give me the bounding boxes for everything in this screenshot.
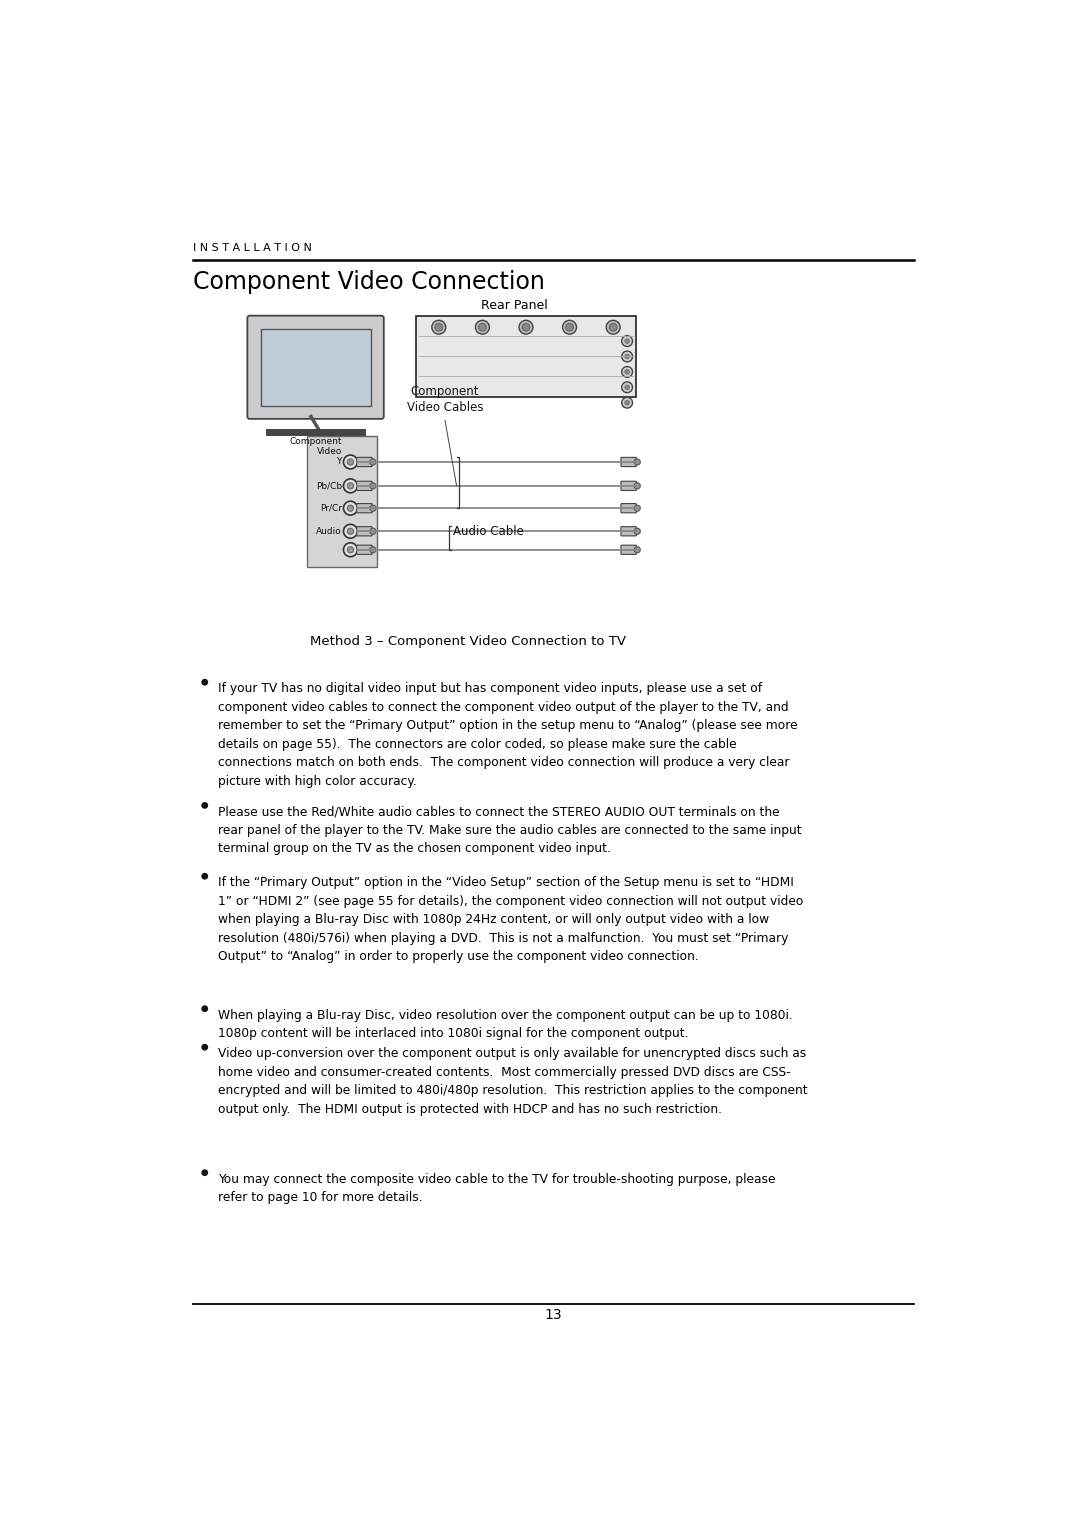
Circle shape <box>609 324 617 331</box>
Circle shape <box>622 382 633 392</box>
FancyBboxPatch shape <box>621 458 636 467</box>
Circle shape <box>522 324 530 331</box>
Circle shape <box>369 505 376 512</box>
Circle shape <box>202 1170 207 1176</box>
FancyBboxPatch shape <box>356 458 373 467</box>
Circle shape <box>348 483 353 489</box>
Circle shape <box>202 873 207 880</box>
Text: Video up-conversion over the component output is only available for unencrypted : Video up-conversion over the component o… <box>218 1048 808 1116</box>
Circle shape <box>634 505 640 512</box>
Circle shape <box>343 524 357 538</box>
Circle shape <box>348 505 353 512</box>
Text: Pb/Cb: Pb/Cb <box>315 481 342 490</box>
Circle shape <box>622 336 633 347</box>
Circle shape <box>343 501 357 515</box>
Text: If the “Primary Output” option in the “Video Setup” section of the Setup menu is: If the “Primary Output” option in the “V… <box>218 876 804 964</box>
Text: When playing a Blu-ray Disc, video resolution over the component output can be u: When playing a Blu-ray Disc, video resol… <box>218 1009 793 1040</box>
Circle shape <box>202 680 207 686</box>
Circle shape <box>563 321 577 334</box>
Text: Rear Panel: Rear Panel <box>482 299 549 312</box>
FancyBboxPatch shape <box>621 527 636 536</box>
FancyBboxPatch shape <box>621 504 636 513</box>
Circle shape <box>343 479 357 493</box>
Circle shape <box>606 321 620 334</box>
FancyBboxPatch shape <box>247 316 383 418</box>
FancyBboxPatch shape <box>356 504 373 513</box>
Text: Component
Video Cables: Component Video Cables <box>407 385 483 414</box>
Circle shape <box>634 460 640 466</box>
FancyBboxPatch shape <box>621 481 636 490</box>
Text: I N S T A L L A T I O N: I N S T A L L A T I O N <box>193 243 312 253</box>
Circle shape <box>343 542 357 557</box>
Circle shape <box>369 483 376 489</box>
Text: Method 3 – Component Video Connection to TV: Method 3 – Component Video Connection to… <box>310 635 626 649</box>
FancyBboxPatch shape <box>307 435 377 567</box>
Circle shape <box>625 339 630 344</box>
FancyBboxPatch shape <box>416 316 636 397</box>
Circle shape <box>348 547 353 553</box>
Circle shape <box>202 803 207 808</box>
Circle shape <box>622 351 633 362</box>
Circle shape <box>369 547 376 553</box>
Circle shape <box>622 366 633 377</box>
Text: You may connect the composite video cable to the TV for trouble-shooting purpose: You may connect the composite video cabl… <box>218 1173 775 1205</box>
Circle shape <box>435 324 443 331</box>
Circle shape <box>519 321 532 334</box>
Circle shape <box>566 324 573 331</box>
Circle shape <box>202 1006 207 1011</box>
Text: Audio: Audio <box>316 527 342 536</box>
Circle shape <box>202 1044 207 1051</box>
Text: Pr/Cr: Pr/Cr <box>320 504 342 513</box>
Text: Audio Cable: Audio Cable <box>453 525 524 538</box>
Circle shape <box>634 483 640 489</box>
Circle shape <box>634 547 640 553</box>
Circle shape <box>625 354 630 359</box>
Circle shape <box>625 385 630 389</box>
FancyBboxPatch shape <box>356 545 373 554</box>
Circle shape <box>369 528 376 534</box>
FancyBboxPatch shape <box>621 545 636 554</box>
Circle shape <box>432 321 446 334</box>
FancyBboxPatch shape <box>260 328 370 406</box>
Text: If your TV has no digital video input but has component video inputs, please use: If your TV has no digital video input bu… <box>218 683 797 788</box>
Circle shape <box>625 400 630 405</box>
Text: Component Video Connection: Component Video Connection <box>193 270 545 295</box>
Circle shape <box>625 370 630 374</box>
Text: 13: 13 <box>544 1309 563 1322</box>
Circle shape <box>348 460 353 466</box>
Circle shape <box>343 455 357 469</box>
Circle shape <box>478 324 486 331</box>
Circle shape <box>348 528 353 534</box>
Circle shape <box>475 321 489 334</box>
Circle shape <box>622 397 633 408</box>
Circle shape <box>634 528 640 534</box>
Text: Component
Video: Component Video <box>289 437 342 457</box>
Text: Y: Y <box>337 458 342 466</box>
FancyBboxPatch shape <box>356 527 373 536</box>
Text: Please use the Red/White audio cables to connect the STEREO AUDIO OUT terminals : Please use the Red/White audio cables to… <box>218 805 801 855</box>
FancyBboxPatch shape <box>356 481 373 490</box>
Circle shape <box>369 460 376 466</box>
